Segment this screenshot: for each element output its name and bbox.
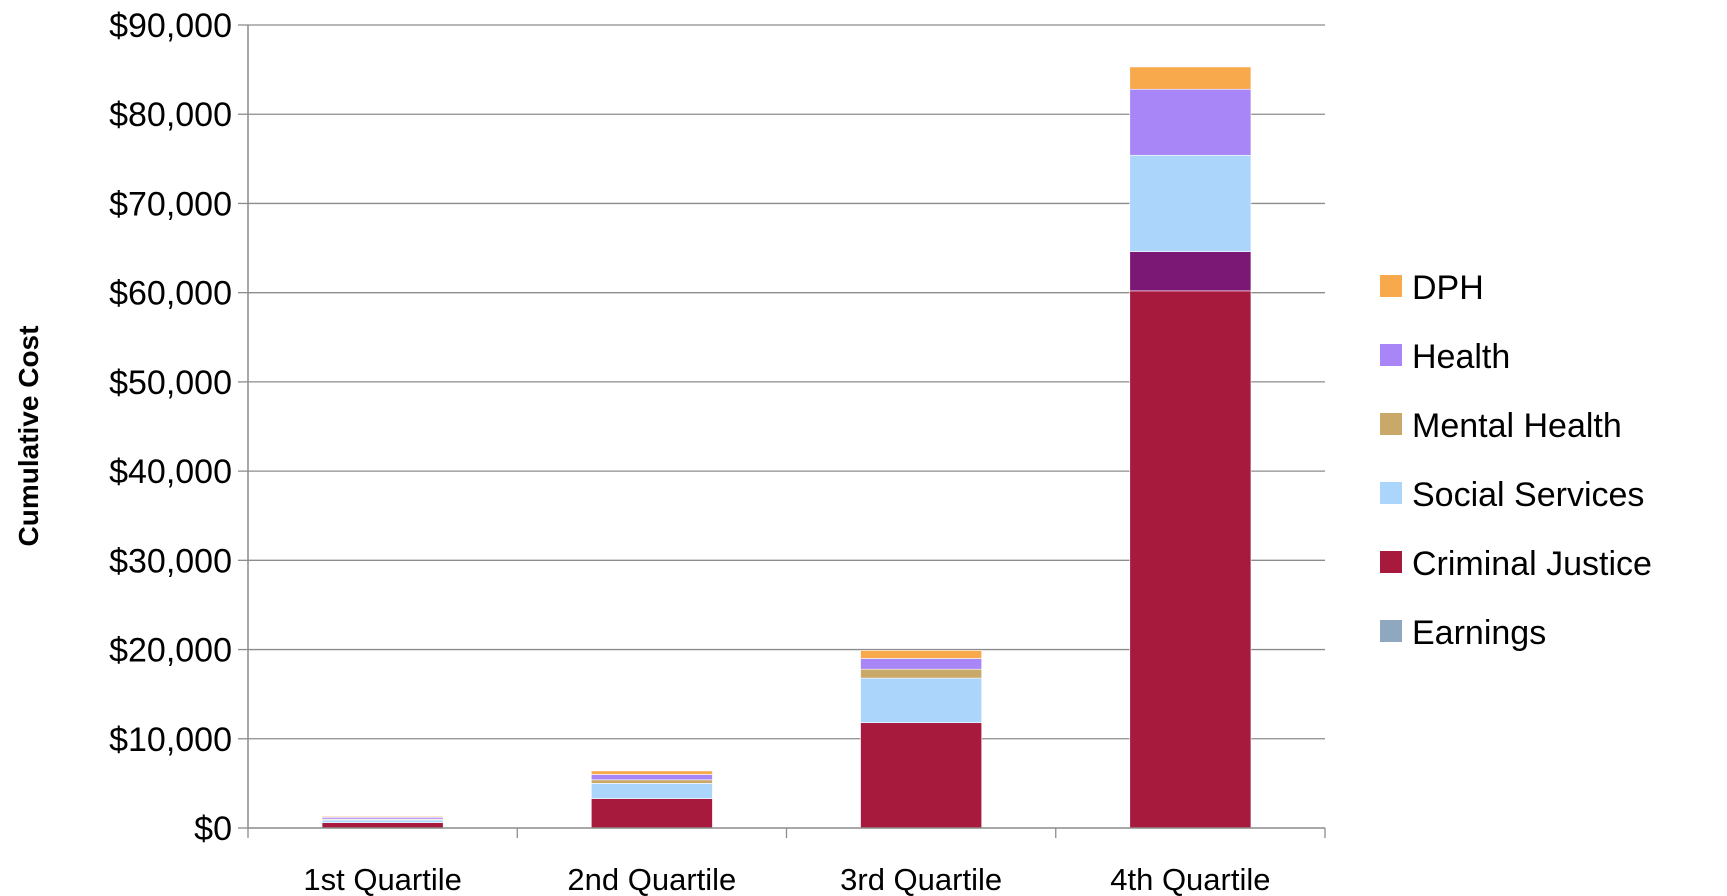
y-tick-label: $10,000 [109, 721, 232, 759]
bar-segment-dph [1129, 66, 1252, 90]
bar-segment-social-services [1129, 154, 1252, 252]
legend-swatch [1380, 413, 1402, 435]
legend: DPH Health Mental Health Social Services Cri… [1380, 269, 1652, 652]
legend-label: Social Services [1412, 476, 1644, 514]
legend-label: Health [1412, 338, 1510, 376]
y-tick-label: $40,000 [109, 453, 232, 491]
x-tick-label: 4th Quartile [1110, 862, 1270, 896]
axes [247, 25, 1326, 838]
bar-segment-criminal-justice [1129, 290, 1252, 829]
bar-segment-dph [321, 816, 444, 818]
bar-segment-health [860, 658, 983, 670]
legend-swatch [1380, 275, 1402, 297]
bar-segment-criminal-justice [860, 722, 983, 829]
legend-swatch [1380, 551, 1402, 573]
y-tick-label: $90,000 [109, 7, 232, 45]
y-tick-label: $80,000 [109, 96, 232, 134]
y-tick-label: $70,000 [109, 185, 232, 223]
legend-label: DPH [1412, 269, 1484, 307]
bar-segment-mental-health [590, 779, 713, 784]
legend-swatch [1380, 344, 1402, 366]
bar-segment-criminal-justice [321, 822, 444, 829]
x-tick-label: 2nd Quartile [567, 862, 736, 896]
bar-segment-criminal-justice [590, 798, 713, 829]
legend-label: Criminal Justice [1412, 545, 1652, 583]
y-tick-label: $60,000 [109, 275, 232, 313]
y-axis-label: Cumulative Cost [13, 326, 44, 547]
legend-label: Earnings [1412, 614, 1546, 652]
legend-label: Mental Health [1412, 407, 1622, 445]
bar-segment-health [590, 774, 713, 781]
legend-swatch [1380, 482, 1402, 504]
x-tick-labels: 1st Quartile 2nd Quartile 3rd Quartile 4th … [303, 862, 1270, 896]
bars [321, 66, 1252, 829]
bar-segment-unnamed [1129, 251, 1252, 292]
y-tick-label: $20,000 [109, 632, 232, 670]
legend-swatch [1380, 620, 1402, 642]
bar-segment-mental-health [860, 668, 983, 679]
bar-segment-social-services [590, 783, 713, 799]
bar-segment-health [1129, 88, 1252, 156]
y-tick-labels: $0 $10,000 $20,000 $30,000 $40,000 $50,000 $60… [109, 7, 232, 848]
bar-segment-dph [590, 770, 713, 775]
bar-segment-social-services [860, 677, 983, 724]
bar-segment-dph [860, 650, 983, 659]
x-tick-label: 1st Quartile [303, 862, 462, 896]
y-tick-label: $30,000 [109, 542, 232, 580]
bar-segment-social-services [321, 819, 444, 823]
y-tick-label: $50,000 [109, 364, 232, 402]
y-tick-label: $0 [194, 810, 232, 848]
x-tick-label: 3rd Quartile [840, 862, 1002, 896]
